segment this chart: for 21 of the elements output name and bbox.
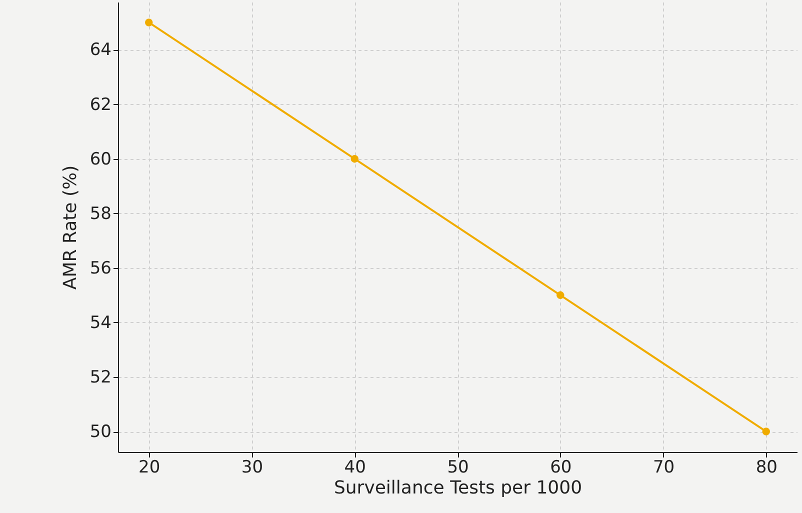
x-tick-label: 70 <box>652 458 675 478</box>
x-tick-label: 30 <box>241 458 264 478</box>
y-tick-label: 64 <box>90 40 112 60</box>
y-tick-label: 60 <box>90 149 112 170</box>
x-tick-label: 20 <box>138 458 160 478</box>
point <box>350 154 358 163</box>
point <box>556 291 564 300</box>
point <box>144 18 153 26</box>
y-tick-label: 54 <box>90 312 112 333</box>
y-tick-label: 52 <box>90 368 112 388</box>
point <box>762 428 770 436</box>
y-axis-title: AMR Rate (%) <box>60 165 81 290</box>
x-tick-label: 80 <box>756 458 778 478</box>
x-tick-label: 40 <box>344 458 366 478</box>
x-tick-label: 60 <box>550 458 572 478</box>
x-axis-title: Surveillance Tests per 1000 <box>334 478 582 498</box>
y-tick-label: 62 <box>90 94 112 115</box>
x-tick-label: 50 <box>447 458 469 478</box>
y-tick-label: 50 <box>90 422 112 442</box>
y-tick-label: 58 <box>90 204 112 224</box>
y-tick-label: 56 <box>90 258 112 278</box>
